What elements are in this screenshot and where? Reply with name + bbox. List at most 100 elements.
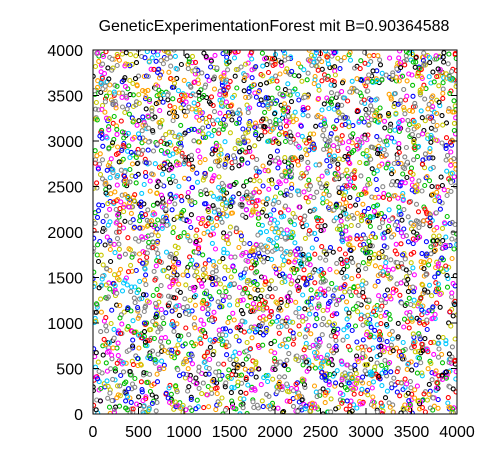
data-point [100, 143, 106, 149]
data-point [451, 98, 457, 104]
data-point [104, 328, 110, 334]
data-point [114, 62, 120, 69]
data-point [161, 362, 167, 368]
data-point [434, 225, 440, 231]
data-point [107, 206, 113, 212]
data-point [235, 364, 241, 370]
data-point [214, 391, 220, 397]
data-point [435, 281, 441, 287]
data-point [373, 176, 379, 183]
data-point [266, 178, 272, 184]
data-point [249, 335, 255, 341]
data-point [324, 352, 330, 358]
data-point [449, 68, 455, 75]
data-point [296, 204, 302, 210]
data-point [300, 107, 306, 113]
data-point [221, 196, 227, 202]
data-point [196, 385, 202, 391]
data-point [139, 225, 145, 231]
data-point [93, 350, 99, 356]
data-point [258, 382, 264, 388]
data-point [144, 50, 150, 55]
data-point [386, 207, 392, 213]
data-point [419, 115, 425, 121]
data-point [258, 274, 265, 280]
data-point [440, 334, 446, 341]
data-point [312, 251, 318, 257]
y-tick-label: 1000 [47, 316, 83, 333]
data-point [342, 289, 348, 295]
data-point [125, 235, 131, 241]
data-point [189, 166, 195, 172]
data-point [321, 101, 327, 107]
data-point [413, 237, 419, 243]
data-point [103, 115, 110, 121]
data-point [261, 123, 267, 129]
data-point [381, 243, 387, 249]
data-point [301, 137, 308, 144]
data-point [313, 63, 319, 69]
data-point [310, 342, 316, 348]
data-point [211, 309, 217, 315]
data-point [156, 366, 163, 372]
data-point [252, 329, 259, 335]
data-point [256, 306, 262, 312]
data-point [93, 281, 98, 287]
data-point [260, 116, 266, 122]
data-point [231, 55, 238, 61]
data-point [263, 116, 269, 122]
data-point [319, 107, 325, 113]
data-point [152, 222, 158, 228]
data-point [308, 331, 314, 337]
data-point [192, 325, 198, 331]
data-point [217, 304, 223, 310]
data-point [134, 161, 140, 167]
data-point [294, 283, 300, 289]
data-point [202, 170, 208, 176]
data-point [230, 404, 236, 410]
data-point [320, 316, 326, 322]
data-point [335, 297, 341, 303]
data-point [258, 97, 264, 103]
data-point [96, 368, 102, 374]
data-point [269, 226, 275, 232]
data-point [272, 355, 278, 362]
data-point [415, 219, 421, 225]
data-point [117, 253, 123, 259]
data-point [226, 59, 232, 65]
data-point [193, 292, 199, 299]
data-point [211, 109, 218, 115]
data-point [202, 173, 208, 179]
data-point [344, 324, 350, 330]
data-point [299, 313, 306, 319]
data-point [178, 105, 184, 111]
data-point [141, 333, 147, 339]
data-point [215, 299, 221, 305]
data-point [194, 179, 201, 185]
data-point [193, 341, 199, 347]
data-point [239, 318, 245, 324]
data-point [131, 134, 137, 140]
data-point [222, 407, 228, 413]
data-point [363, 250, 369, 256]
data-point [297, 246, 304, 252]
data-point [426, 381, 432, 387]
data-point [199, 391, 205, 397]
data-point [226, 315, 232, 321]
data-point [142, 266, 148, 272]
data-point [383, 321, 390, 328]
data-point [227, 356, 233, 363]
data-point [144, 379, 150, 385]
data-point [331, 106, 337, 112]
data-point [400, 164, 406, 171]
data-point [98, 329, 104, 335]
data-point [334, 311, 340, 317]
data-point [290, 210, 296, 217]
data-point [411, 222, 417, 229]
data-point [201, 50, 207, 56]
data-point [302, 94, 308, 100]
data-point [404, 78, 410, 84]
data-point [326, 359, 332, 365]
data-point [260, 63, 266, 69]
data-point [400, 171, 406, 177]
